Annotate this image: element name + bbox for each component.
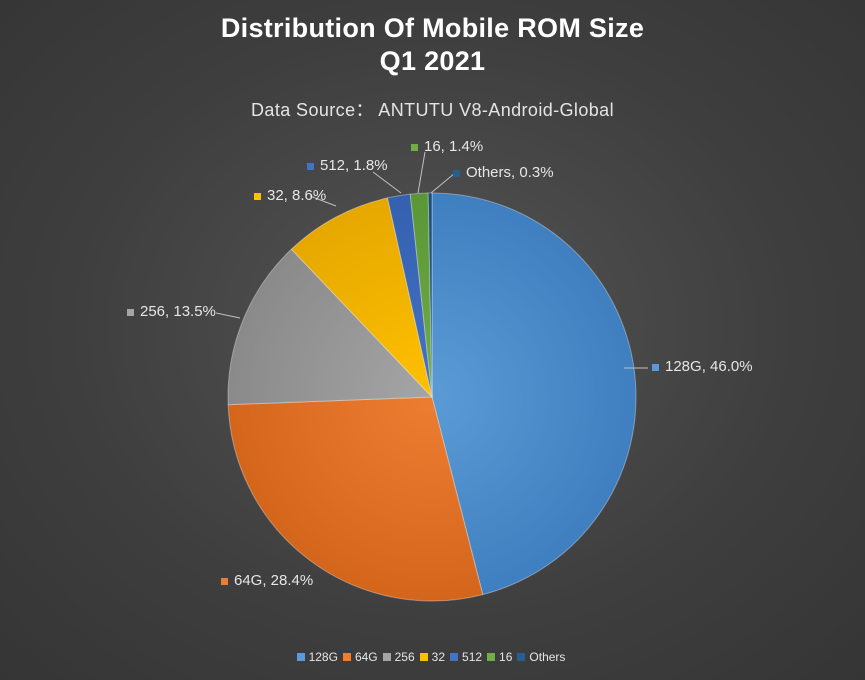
- legend-label: 128G: [308, 650, 338, 664]
- data-label-text: 128G, 46.0%: [665, 358, 753, 375]
- data-label-others: Others, 0.3%: [453, 164, 554, 182]
- pie-slice-others: [427, 192, 433, 398]
- legend-swatch: [450, 653, 459, 661]
- legend-item-others: Others: [516, 650, 565, 664]
- pie-slice-16: [409, 192, 433, 398]
- data-label-text: 32, 8.6%: [267, 187, 327, 204]
- legend-swatch: [517, 653, 526, 661]
- legend-item-256: 256: [382, 650, 415, 664]
- data-label-text: 512, 1.8%: [320, 157, 388, 174]
- legend-swatch: [342, 653, 351, 661]
- legend-label: 64G: [354, 650, 378, 664]
- leader-line-512: [372, 171, 402, 194]
- data-label-swatch: [254, 192, 261, 200]
- data-label-swatch: [411, 143, 418, 151]
- legend-item-32: 32: [419, 650, 445, 664]
- data-label-swatch: [127, 308, 134, 316]
- chart-title-line-2: Q1 2021: [379, 46, 486, 76]
- legend-swatch: [296, 653, 305, 661]
- legend-item-64g: 64G: [342, 650, 378, 664]
- legend-swatch: [487, 653, 496, 661]
- chart-title-line-1: Distribution Of Mobile ROM Size: [220, 13, 645, 43]
- data-label-256: 256, 13.5%: [127, 303, 216, 321]
- data-label-16: 16, 1.4%: [411, 138, 483, 156]
- data-label-128g: 128G, 46.0%: [652, 358, 753, 376]
- data-label-text: 16, 1.4%: [424, 138, 484, 155]
- pie-slice-512: [386, 193, 433, 398]
- legend-item-512: 512: [449, 650, 482, 664]
- pie-slice-128g: [431, 192, 637, 596]
- legend: 128G 64G 256 32 512 16 Others: [0, 650, 865, 664]
- data-label-swatch: [221, 577, 228, 585]
- legend-swatch: [382, 653, 391, 661]
- legend-item-16: 16: [486, 650, 512, 664]
- data-label-swatch: [453, 169, 460, 177]
- data-label-swatch: [652, 363, 659, 371]
- pie-slice-64g: [227, 396, 484, 602]
- leader-line-16: [417, 151, 426, 194]
- legend-label: 32: [431, 650, 446, 664]
- legend-swatch: [419, 653, 428, 661]
- leader-line-256: [215, 312, 241, 319]
- leader-line-32: [309, 195, 337, 207]
- legend-label: 16: [499, 650, 513, 664]
- legend-label: 256: [394, 650, 415, 664]
- data-label-32: 32, 8.6%: [254, 187, 326, 205]
- data-label-512: 512, 1.8%: [307, 157, 388, 175]
- pie-slice-256: [227, 248, 434, 406]
- data-label-text: 64G, 28.4%: [234, 572, 314, 589]
- data-label-64g: 64G, 28.4%: [221, 572, 313, 590]
- data-label-text: 256, 13.5%: [140, 303, 216, 320]
- leader-line-others: [430, 172, 456, 194]
- legend-label: Others: [529, 650, 566, 664]
- data-label-swatch: [307, 162, 314, 170]
- legend-item-128g: 128G: [296, 650, 338, 664]
- data-label-text: Others, 0.3%: [466, 164, 554, 181]
- legend-label: 512: [462, 650, 483, 664]
- pie-slice-32: [290, 197, 433, 399]
- chart-subtitle: Data Source： ANTUTU V8-Android-Global: [251, 100, 614, 120]
